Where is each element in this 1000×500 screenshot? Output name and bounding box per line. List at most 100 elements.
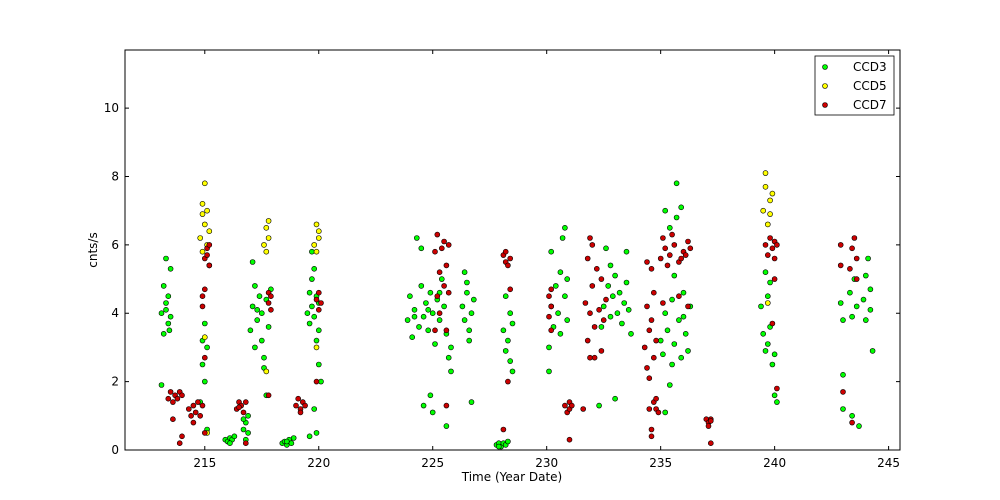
point-ccd3: [420, 313, 427, 320]
point-ccd7: [676, 293, 682, 300]
point-ccd3: [837, 300, 844, 306]
point-ccd7: [445, 242, 452, 248]
point-ccd5: [202, 221, 208, 228]
point-ccd3: [425, 306, 432, 313]
point-ccd3: [598, 324, 605, 330]
point-ccd7: [657, 255, 664, 262]
point-ccd3: [461, 317, 468, 323]
point-ccd3: [774, 399, 780, 405]
point-ccd3: [165, 293, 172, 300]
point-ccd7: [687, 245, 694, 252]
point-ccd7: [648, 265, 655, 272]
point-ccd7: [548, 327, 555, 334]
point-ccd7: [641, 344, 648, 351]
point-ccd7: [297, 409, 304, 416]
point-ccd7: [268, 293, 274, 300]
point-ccd3: [619, 320, 625, 327]
legend-marker-ccd5: [822, 83, 828, 89]
point-ccd5: [315, 228, 322, 234]
point-ccd3: [443, 423, 450, 429]
point-ccd3: [265, 324, 272, 330]
point-ccd3: [769, 361, 776, 368]
point-ccd5: [762, 184, 769, 190]
plot-frame: [124, 49, 901, 451]
point-ccd7: [589, 283, 596, 289]
point-ccd7: [648, 433, 655, 440]
point-ccd3: [258, 310, 265, 317]
point-ccd3: [762, 348, 769, 354]
legend-label-ccd5: CCD5: [853, 79, 887, 93]
point-ccd7: [174, 395, 181, 402]
point-ccd7: [853, 255, 860, 262]
point-ccd3: [309, 303, 315, 310]
point-ccd3: [555, 310, 561, 317]
point-ccd3: [231, 433, 238, 440]
point-ccd7: [653, 395, 659, 402]
point-ccd7: [179, 392, 185, 399]
point-ccd3: [254, 317, 261, 323]
point-ccd7: [774, 385, 780, 392]
point-ccd7: [318, 300, 324, 306]
point-ccd3: [546, 368, 552, 375]
point-ccd7: [240, 409, 247, 416]
point-ccd7: [771, 276, 778, 282]
point-ccd7: [596, 306, 602, 313]
point-ccd7: [548, 286, 555, 293]
point-ccd3: [762, 269, 769, 276]
point-ccd7: [587, 235, 593, 241]
point-ccd3: [680, 313, 687, 320]
point-ccd3: [607, 313, 614, 320]
point-ccd3: [669, 361, 675, 368]
point-ccd5: [199, 211, 206, 217]
point-ccd7: [603, 296, 609, 303]
point-ccd3: [760, 330, 767, 337]
point-ccd3: [557, 269, 564, 276]
point-ccd7: [646, 406, 653, 412]
point-ccd3: [411, 306, 418, 313]
plot-area: [125, 50, 900, 450]
point-ccd5: [313, 344, 320, 351]
point-ccd3: [199, 361, 206, 368]
point-ccd7: [165, 395, 172, 402]
point-ccd3: [163, 306, 169, 313]
point-ccd3: [163, 255, 169, 262]
point-ccd3: [607, 262, 614, 269]
point-ccd7: [771, 255, 778, 262]
point-ccd7: [562, 402, 568, 409]
point-ccd3: [311, 406, 318, 412]
point-ccd3: [306, 320, 313, 327]
point-ccd3: [427, 392, 434, 399]
point-ccd3: [464, 279, 470, 286]
point-ccd3: [429, 310, 436, 317]
point-ccd3: [849, 412, 855, 419]
point-ccd3: [256, 293, 263, 300]
x-tick-label: 240: [763, 456, 786, 470]
point-ccd7: [546, 313, 552, 320]
point-ccd7: [682, 252, 689, 258]
point-ccd3: [423, 300, 429, 306]
point-ccd3: [420, 402, 427, 409]
point-ccd7: [268, 306, 274, 313]
point-ccd7: [566, 436, 573, 443]
point-ccd3: [461, 269, 468, 276]
point-ccd3: [666, 225, 673, 231]
point-ccd7: [764, 252, 771, 258]
point-ccd3: [673, 214, 680, 221]
point-ccd7: [582, 300, 589, 306]
point-ccd7: [313, 296, 320, 303]
point-ccd5: [315, 235, 322, 241]
point-ccd3: [470, 296, 477, 303]
point-ccd7: [591, 324, 598, 330]
point-ccd3: [505, 438, 511, 445]
point-ccd7: [295, 395, 302, 402]
point-ccd7: [190, 419, 197, 426]
point-ccd3: [166, 327, 173, 334]
point-ccd7: [851, 235, 858, 241]
point-ccd3: [771, 392, 778, 399]
point-ccd3: [309, 276, 315, 282]
point-ccd7: [678, 255, 685, 262]
point-ccd3: [849, 313, 855, 320]
point-ccd7: [192, 409, 199, 416]
point-ccd7: [837, 242, 844, 248]
point-ccd3: [441, 303, 447, 310]
